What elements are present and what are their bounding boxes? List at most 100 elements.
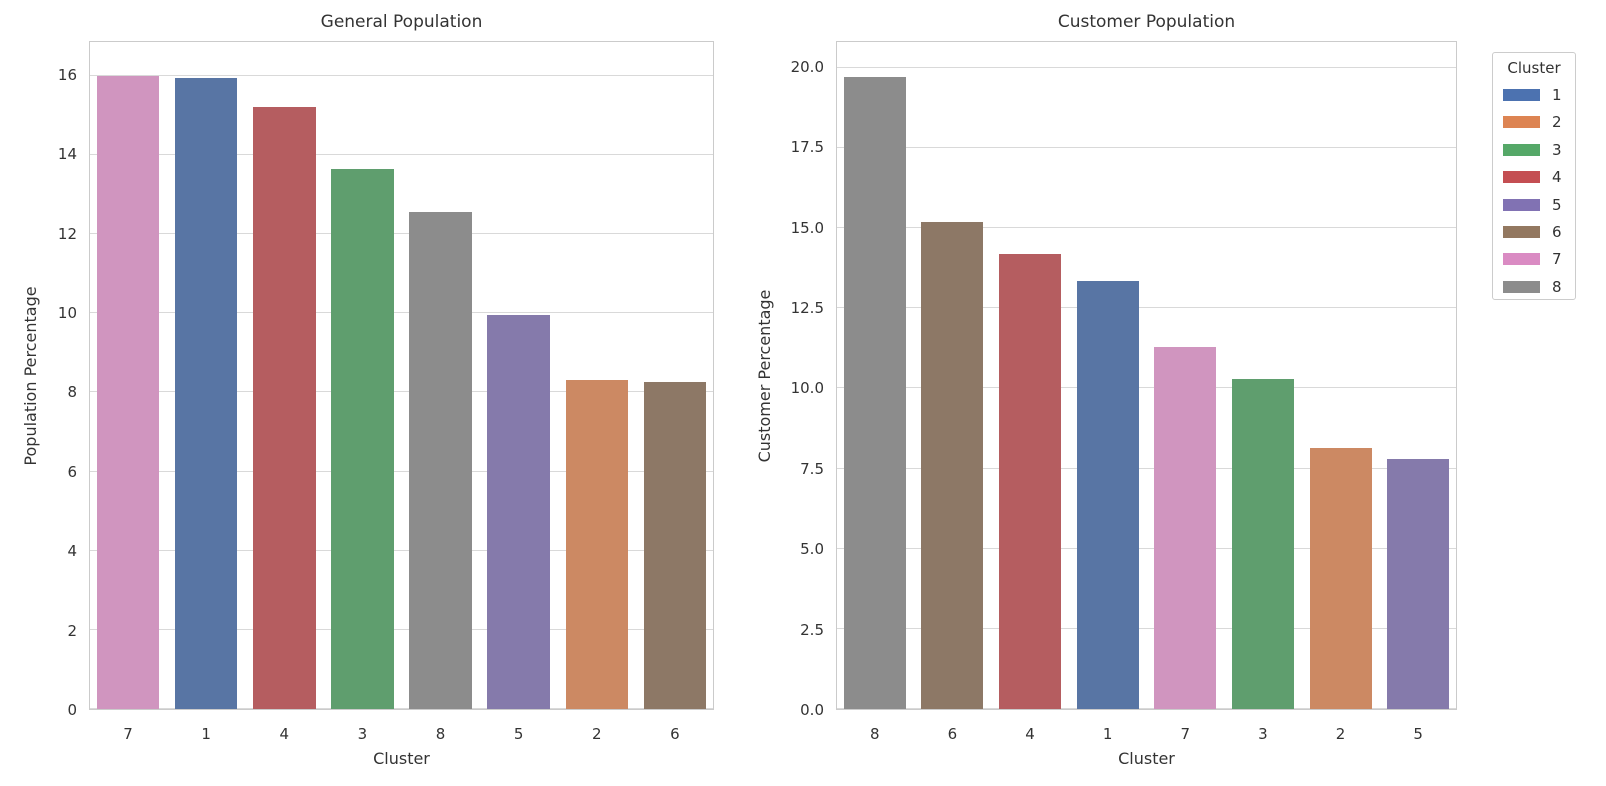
bar-cluster-1 [174, 77, 238, 709]
bar-cluster-3 [331, 168, 394, 709]
y-tick-label: 10 [57, 303, 77, 322]
plot-area-general-population [89, 41, 714, 710]
x-tick-label: 4 [279, 725, 290, 743]
legend-item-6: 6 [1493, 218, 1575, 246]
gridline [90, 628, 713, 630]
legend-swatch-1 [1503, 89, 1540, 101]
legend-item-label: 1 [1552, 86, 1562, 104]
gridline [837, 627, 1456, 629]
chart-title-general-population: General Population [320, 12, 483, 32]
y-tick-label: 14 [57, 145, 77, 164]
y-tick-label: 5.0 [800, 540, 824, 559]
gridline [90, 549, 713, 551]
gridline [90, 470, 713, 472]
gridline [90, 233, 713, 234]
y-tick-label: 17.5 [790, 138, 824, 157]
y-tick-label: 16 [57, 65, 77, 84]
bar-cluster-4 [253, 107, 316, 709]
gridline [90, 312, 713, 314]
legend-item-label: 7 [1552, 250, 1562, 269]
y-tick-label: 2.5 [800, 620, 824, 639]
legend-swatch-5 [1503, 198, 1540, 211]
legend-swatch-7 [1503, 253, 1540, 266]
legend-item-5: 5 [1493, 191, 1575, 219]
x-tick-label: 6 [947, 725, 958, 743]
bar-cluster-8 [843, 77, 906, 709]
chart-title-customer-population: Customer Population [1057, 12, 1236, 32]
x-tick-label: 8 [435, 725, 446, 743]
legend-swatch-8 [1503, 280, 1540, 293]
legend-swatch-4 [1503, 171, 1540, 184]
plot-area-customer-population [836, 41, 1457, 710]
x-tick-label: 2 [1335, 725, 1346, 743]
bar-cluster-6 [921, 221, 984, 709]
x-tick-label: 2 [592, 725, 602, 743]
gridline [837, 66, 1456, 68]
bar-cluster-4 [999, 253, 1062, 709]
y-tick-label: 8 [67, 383, 77, 402]
x-axis-label-cluster-left: Cluster [373, 749, 430, 768]
legend-swatch-3 [1503, 143, 1540, 156]
y-tick-label: 12.5 [790, 298, 824, 317]
x-tick-label: 3 [1258, 725, 1268, 743]
bar-cluster-2 [1309, 447, 1372, 709]
legend-item-label: 4 [1552, 168, 1562, 187]
gridline [90, 391, 713, 393]
x-tick-label: 7 [1180, 725, 1191, 743]
y-tick-label: 10.0 [790, 379, 824, 398]
legend-title: Cluster [1507, 59, 1561, 77]
x-tick-label: 6 [670, 725, 680, 743]
bar-cluster-7 [96, 75, 160, 709]
legend-item-8: 8 [1493, 273, 1575, 301]
legend-swatch-6 [1503, 226, 1540, 238]
legend-item-label: 5 [1552, 195, 1562, 214]
bar-cluster-5 [1387, 458, 1450, 709]
bar-cluster-6 [643, 382, 707, 709]
legend-item-label: 3 [1552, 140, 1562, 159]
legend-swatch-2 [1503, 116, 1540, 129]
gridline [90, 708, 713, 709]
legend-item-3: 3 [1493, 136, 1575, 164]
x-tick-label: 1 [201, 725, 211, 743]
y-tick-label: 15.0 [790, 218, 824, 237]
gridline [837, 708, 1456, 709]
gridline [837, 227, 1456, 228]
legend-item-2: 2 [1493, 108, 1575, 136]
legend-item-label: 8 [1552, 277, 1562, 296]
legend: Cluster 1 2 3 4 5 6 7 8 [1492, 52, 1576, 300]
bar-cluster-3 [1231, 378, 1294, 709]
y-axis-label-population-percentage: Population Percentage [21, 286, 40, 466]
x-tick-label: 4 [1025, 725, 1035, 743]
y-tick-label: 4 [67, 542, 77, 561]
gridline [837, 307, 1456, 309]
gridline [837, 387, 1456, 389]
legend-item-label: 6 [1552, 223, 1562, 241]
gridline [90, 74, 713, 76]
gridline [90, 153, 713, 155]
x-tick-label: 7 [123, 725, 133, 743]
bar-cluster-2 [565, 380, 629, 709]
legend-item-label: 2 [1552, 113, 1562, 132]
y-tick-label: 0.0 [800, 701, 824, 719]
bar-cluster-7 [1154, 346, 1217, 709]
y-tick-label: 7.5 [800, 459, 824, 478]
y-tick-label: 2 [67, 621, 77, 640]
y-tick-label: 6 [67, 462, 77, 481]
bar-cluster-1 [1076, 280, 1139, 709]
x-tick-label: 5 [1413, 725, 1423, 743]
bar-cluster-8 [409, 212, 472, 709]
y-tick-label: 0 [67, 701, 77, 719]
x-tick-label: 8 [870, 725, 880, 743]
gridline [837, 547, 1456, 549]
legend-item-1: 1 [1493, 81, 1575, 109]
bar-cluster-5 [487, 315, 550, 709]
x-tick-label: 5 [513, 725, 524, 743]
gridline [837, 146, 1456, 148]
x-axis-label-cluster-right: Cluster [1118, 749, 1175, 768]
x-tick-label: 1 [1102, 725, 1113, 743]
legend-item-7: 7 [1493, 245, 1575, 273]
y-tick-label: 20.0 [790, 57, 824, 76]
y-tick-label: 12 [57, 224, 77, 243]
gridline [837, 467, 1456, 469]
